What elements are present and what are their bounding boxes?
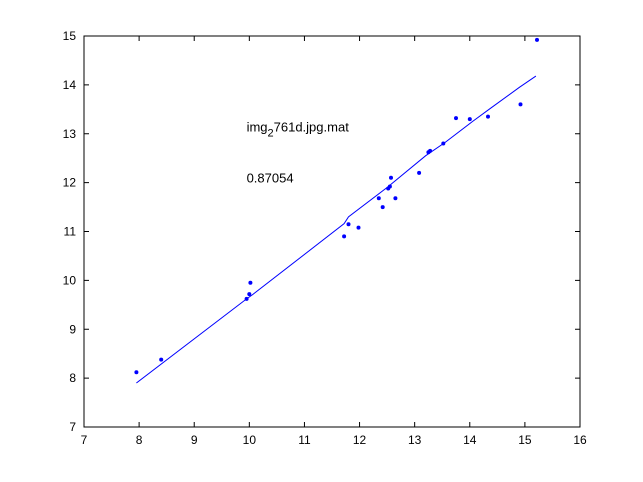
x-tick-label: 9 <box>191 433 198 447</box>
data-point <box>535 37 539 42</box>
annotation-filename: img2761d.jpg.mat <box>247 119 350 139</box>
x-tick-label: 10 <box>243 433 257 447</box>
plot-area <box>83 35 581 428</box>
fit-line <box>136 75 537 384</box>
y-tick-label: 15 <box>63 29 77 43</box>
data-point <box>417 170 422 175</box>
data-point <box>342 234 347 239</box>
y-tick-label: 13 <box>63 127 77 141</box>
x-tick-label: 7 <box>81 433 88 447</box>
data-point <box>134 370 139 375</box>
x-tick-label: 8 <box>136 433 143 447</box>
data-point <box>454 116 458 121</box>
data-point <box>486 114 490 119</box>
x-tick-label: 13 <box>408 433 422 447</box>
data-point <box>380 205 385 210</box>
data-point <box>248 280 253 285</box>
x-tick-label: 11 <box>298 433 311 447</box>
annotation-value: 0.87054 <box>247 171 294 186</box>
data-point <box>518 102 523 107</box>
annotation-text-main: img <box>247 119 268 134</box>
data-point <box>247 292 252 297</box>
data-point <box>376 196 381 201</box>
annotation-text-rest: 761d.jpg.mat <box>274 119 350 134</box>
data-point <box>346 222 351 227</box>
data-point <box>387 184 392 189</box>
data-point <box>356 225 361 230</box>
y-tick-label: 8 <box>69 371 76 385</box>
axis-ticks <box>83 35 581 428</box>
x-tick-labels: 7 8 9 10 11 12 13 14 15 16 <box>81 433 587 447</box>
data-point <box>159 357 164 362</box>
data-point <box>393 196 398 201</box>
x-tick-label: 12 <box>353 433 367 447</box>
data-points-layer <box>134 37 539 375</box>
data-point <box>244 296 249 301</box>
annotation-subscript: 2 <box>268 127 274 139</box>
y-tick-label: 11 <box>64 225 77 239</box>
annotations-layer: img2761d.jpg.mat 0.87054 <box>247 119 350 185</box>
x-tick-label: 14 <box>463 433 477 447</box>
fit-line-layer <box>136 75 537 384</box>
data-point <box>441 141 446 146</box>
y-tick-labels: 7 8 9 10 11 12 13 14 15 <box>63 29 77 434</box>
data-point <box>467 117 472 122</box>
data-point <box>389 175 393 180</box>
y-tick-label: 7 <box>69 420 76 434</box>
data-point <box>428 148 433 153</box>
x-tick-label: 16 <box>573 433 587 447</box>
x-tick-label: 15 <box>518 433 532 447</box>
y-tick-label: 9 <box>69 322 76 336</box>
y-tick-label: 10 <box>63 273 77 287</box>
y-tick-label: 14 <box>63 78 77 92</box>
y-tick-label: 12 <box>63 176 77 190</box>
